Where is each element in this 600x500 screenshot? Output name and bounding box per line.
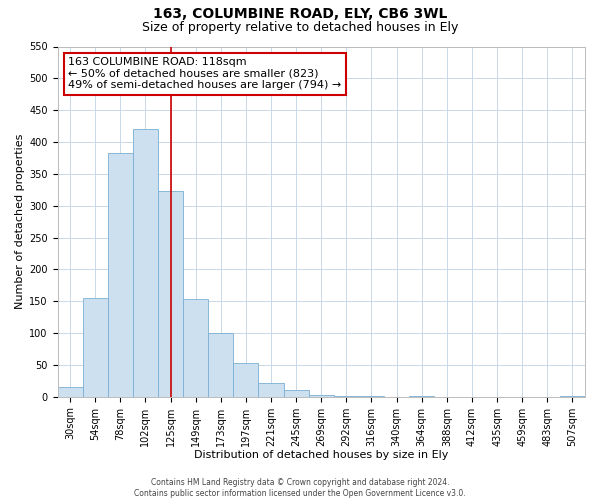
Text: Contains HM Land Registry data © Crown copyright and database right 2024.
Contai: Contains HM Land Registry data © Crown c…	[134, 478, 466, 498]
Text: 163 COLUMBINE ROAD: 118sqm
← 50% of detached houses are smaller (823)
49% of sem: 163 COLUMBINE ROAD: 118sqm ← 50% of deta…	[68, 57, 341, 90]
Bar	[308, 395, 334, 396]
Bar	[208, 333, 233, 396]
Bar	[133, 130, 158, 396]
Bar	[259, 382, 284, 396]
Text: 163, COLUMBINE ROAD, ELY, CB6 3WL: 163, COLUMBINE ROAD, ELY, CB6 3WL	[153, 8, 447, 22]
X-axis label: Distribution of detached houses by size in Ely: Distribution of detached houses by size …	[194, 450, 448, 460]
Y-axis label: Number of detached properties: Number of detached properties	[15, 134, 25, 310]
Text: Size of property relative to detached houses in Ely: Size of property relative to detached ho…	[142, 21, 458, 34]
Bar	[233, 363, 259, 396]
Bar	[284, 390, 308, 396]
Bar	[58, 387, 83, 396]
Bar	[158, 191, 183, 396]
Bar	[83, 298, 108, 396]
Bar	[108, 153, 133, 396]
Bar	[183, 300, 208, 396]
